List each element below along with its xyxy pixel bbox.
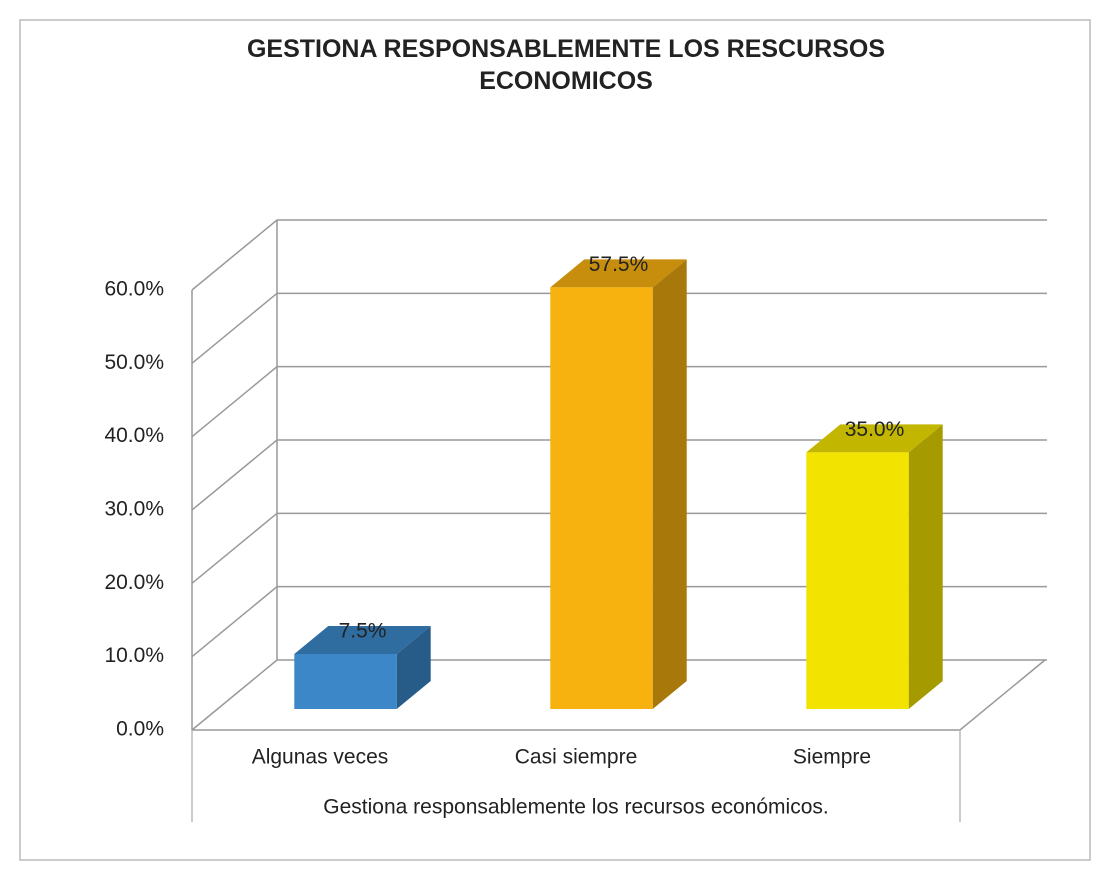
y-tick-label: 30.0% — [104, 498, 164, 521]
bar-face — [294, 626, 431, 654]
y-tick-label: 10.0% — [104, 644, 164, 667]
grid-line — [191, 439, 1047, 511]
bar-face — [550, 259, 687, 288]
grid-line — [191, 512, 1047, 584]
chart-title: GESTIONA RESPONSABLEMENTE LOS RESCURSOS E… — [247, 35, 885, 95]
bar — [550, 259, 687, 709]
grid-line — [191, 659, 1047, 731]
x-tick-label: Siempre — [793, 746, 871, 769]
grid-line — [191, 585, 1047, 658]
bar-face — [652, 259, 687, 709]
bar-face — [396, 626, 431, 709]
y-tick-label: 0.0% — [116, 718, 164, 741]
x-axis-title: Gestiona responsablemente los recursos e… — [323, 796, 828, 819]
data-label: 7.5% — [339, 620, 387, 643]
bar-face — [908, 424, 943, 709]
title-line: GESTIONA RESPONSABLEMENTE LOS RESCURSOS — [247, 35, 885, 63]
y-tick-label: 50.0% — [104, 351, 164, 374]
title-line: ECONOMICOS — [479, 67, 653, 95]
bar-face — [806, 452, 909, 709]
grid-line — [191, 219, 1047, 291]
bar — [294, 626, 431, 709]
y-tick-label: 60.0% — [104, 278, 164, 301]
data-label: 35.0% — [845, 418, 905, 441]
bar-face — [294, 654, 397, 709]
bar-face — [806, 424, 943, 453]
y-tick-label: 20.0% — [104, 571, 164, 594]
bar — [806, 424, 943, 709]
bar-face — [550, 287, 653, 709]
x-tick-label: Casi siempre — [515, 746, 638, 769]
x-tick-label: Algunas veces — [252, 746, 389, 769]
y-tick-label: 40.0% — [104, 424, 164, 447]
data-label: 57.5% — [589, 253, 649, 276]
grid-line — [191, 292, 1047, 364]
grid-line — [191, 365, 1047, 438]
